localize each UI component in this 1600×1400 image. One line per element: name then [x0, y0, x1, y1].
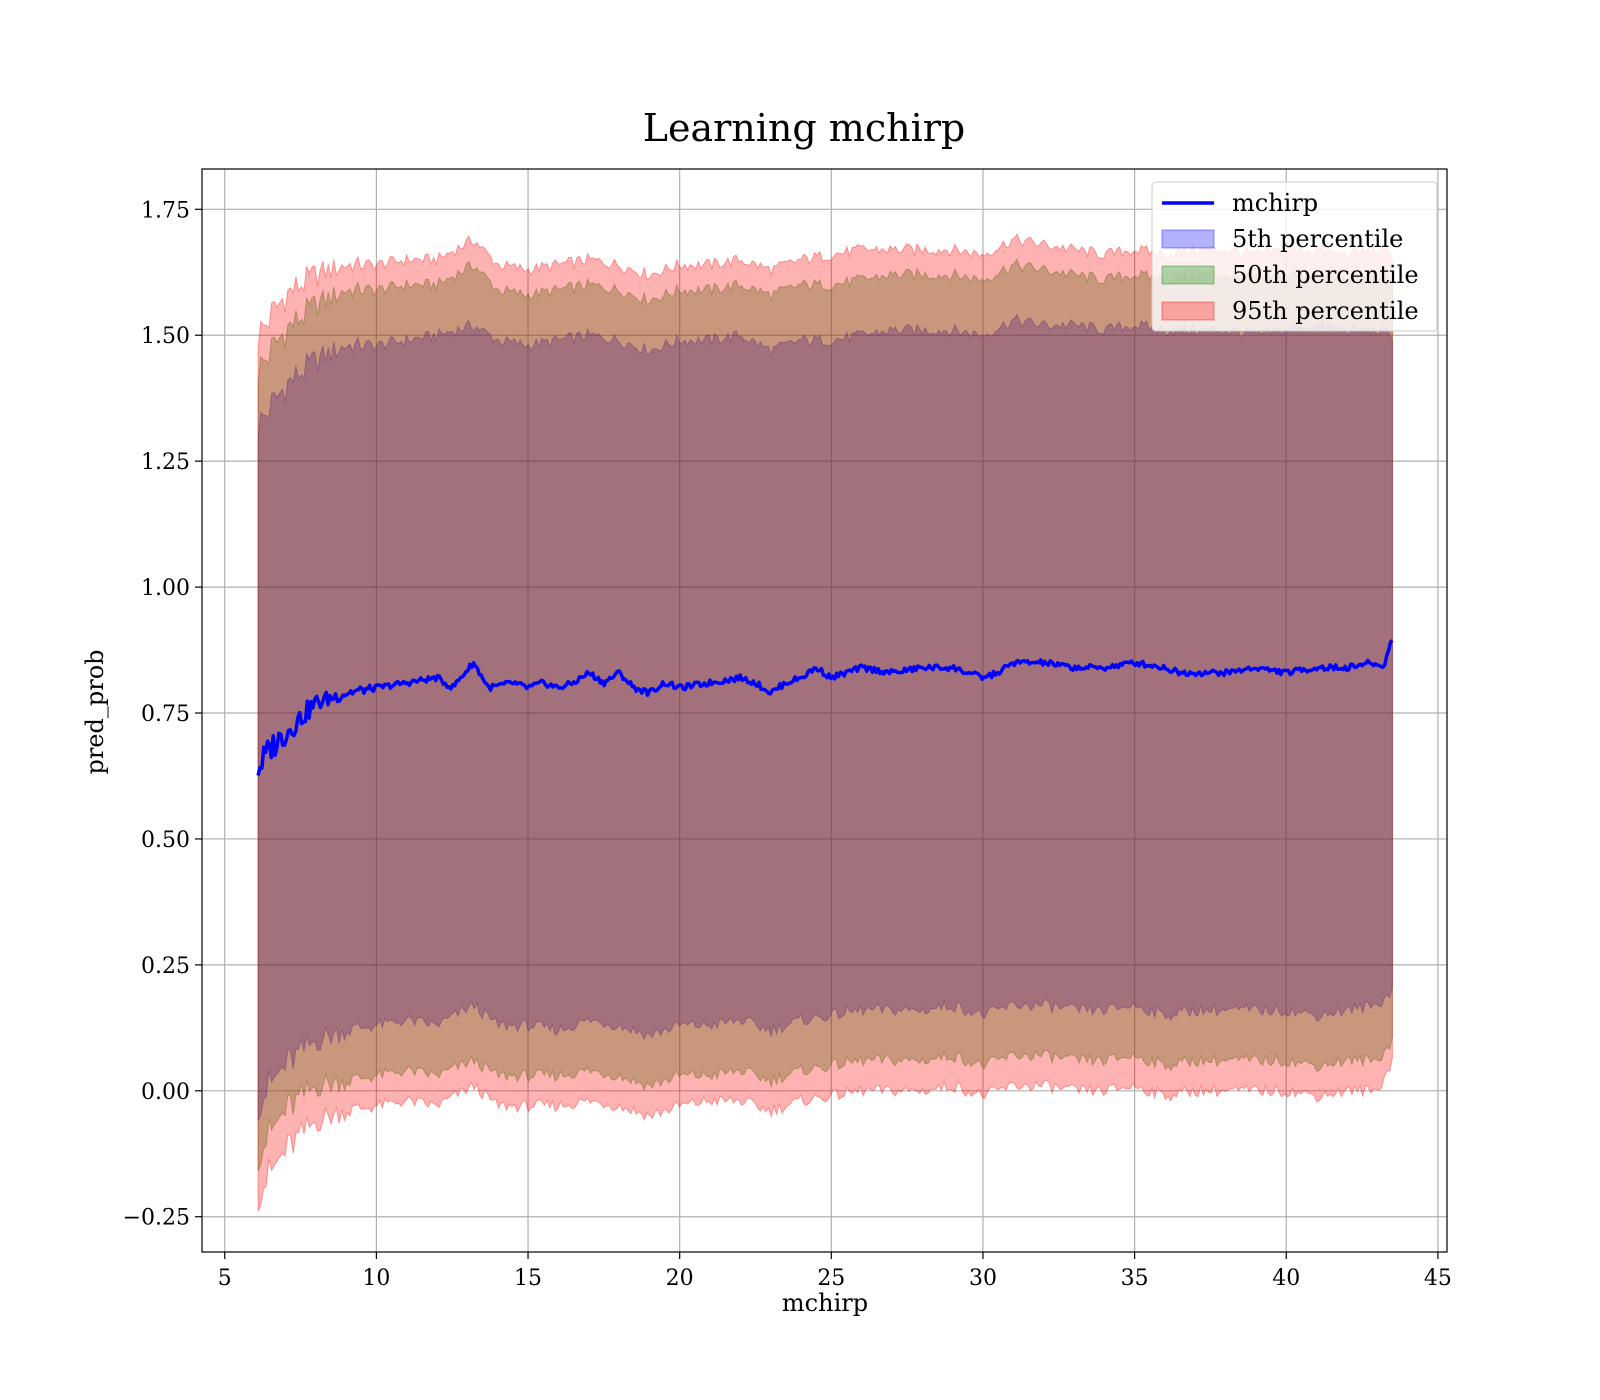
series-lines	[256, 639, 1394, 776]
x-tick-label: 40	[1272, 1266, 1300, 1291]
y-tick-label: 1.00	[141, 576, 190, 601]
legend-box	[1151, 181, 1438, 332]
legend-label: mchirp	[1232, 189, 1318, 217]
legend-swatch-patch	[1161, 229, 1215, 249]
legend-label: 5th percentile	[1232, 225, 1403, 253]
y-tick-label: 1.75	[141, 198, 190, 223]
legend-label: 50th percentile	[1232, 261, 1419, 289]
y-axis-label: pred_prob	[81, 649, 109, 774]
x-tick-label: 30	[969, 1266, 997, 1291]
y-tick-label: 1.50	[141, 324, 190, 349]
y-tick-label: 0.25	[141, 954, 190, 979]
grid	[202, 169, 1447, 1252]
y-tick-label: 0.50	[141, 828, 190, 853]
legend: mchirp 5th percentile 50th percentile 95th …	[1151, 181, 1438, 332]
y-axis-ticks: −0.25 0.00 0.25 0.50 0.75 1.00 1.25 1.50 1.75	[123, 198, 202, 1231]
chart-title: Learning mchirp	[643, 106, 965, 150]
y-tick-label: −0.25	[123, 1206, 190, 1231]
x-tick-label: 5	[218, 1266, 232, 1291]
legend-swatch-patch	[1161, 301, 1215, 321]
legend-label: 95th percentile	[1232, 297, 1419, 325]
x-tick-label: 20	[666, 1266, 694, 1291]
legend-item-95th-percentile: 95th percentile	[1161, 297, 1419, 325]
y-tick-label: 0.00	[141, 1080, 190, 1105]
legend-swatch-patch	[1161, 265, 1215, 285]
x-tick-label: 35	[1121, 1266, 1149, 1291]
x-tick-label: 15	[514, 1266, 542, 1291]
x-tick-label: 45	[1424, 1266, 1452, 1291]
legend-item-mchirp: mchirp	[1162, 189, 1318, 217]
legend-item-50th-percentile: 50th percentile	[1161, 261, 1419, 289]
band-5th-percentile	[257, 313, 1393, 1121]
y-tick-label: 0.75	[141, 702, 190, 727]
x-axis-label: mchirp	[782, 1289, 868, 1317]
series-line-mchirp	[256, 639, 1394, 776]
y-tick-label: 1.25	[141, 450, 190, 475]
band-50th-percentile	[257, 258, 1393, 1172]
legend-item-5th-percentile: 5th percentile	[1161, 225, 1403, 253]
x-tick-label: 10	[362, 1266, 390, 1291]
percentile-bands	[257, 233, 1393, 1212]
x-axis-ticks: 5 10 15 20 25 30 35 40 45	[218, 1252, 1452, 1291]
plot-frame	[201, 168, 1448, 1253]
band-95th-percentile	[257, 233, 1393, 1212]
x-tick-label: 25	[817, 1266, 845, 1291]
